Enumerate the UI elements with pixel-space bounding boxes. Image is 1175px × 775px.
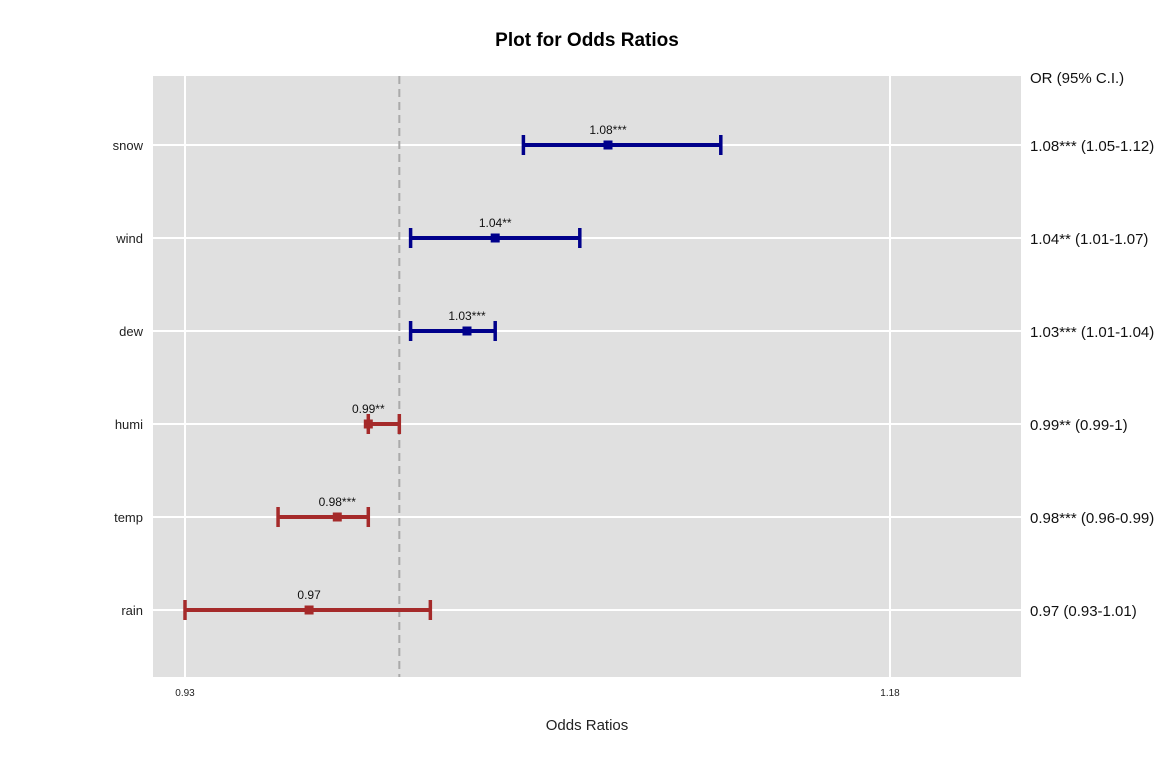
plot-panel <box>153 76 1021 677</box>
ci-text-wind: 1.04** (1.01-1.07) <box>1030 231 1148 248</box>
ci-text-dew: 1.03*** (1.01-1.04) <box>1030 324 1154 341</box>
point-dew <box>462 326 472 336</box>
point-temp <box>332 512 342 522</box>
point-humi <box>363 419 373 429</box>
ci-text-humi: 0.99** (0.99-1) <box>1030 417 1128 434</box>
point-rain <box>304 605 314 615</box>
x-tick-label-1: 1.18 <box>880 688 900 699</box>
vertical-gridlines <box>184 76 891 677</box>
point-wind <box>490 233 500 243</box>
chart-title: Plot for Odds Ratios <box>495 30 679 51</box>
row-label-humi: humi <box>115 417 143 432</box>
data-label-snow: 1.08*** <box>589 123 627 137</box>
x-tick-labels: 0.93 1.18 <box>175 688 900 699</box>
row-label-temp: temp <box>114 510 143 525</box>
point-snow <box>603 140 613 150</box>
data-label-temp: 0.98*** <box>319 495 357 509</box>
ci-text-temp: 0.98*** (0.96-0.99) <box>1030 510 1154 527</box>
x-tick-label-0: 0.93 <box>175 688 195 699</box>
data-label-humi: 0.99** <box>352 402 385 416</box>
x-axis-title: Odds Ratios <box>546 717 629 734</box>
ci-text-labels: 1.08*** (1.05-1.12) 1.04** (1.01-1.07) 1.0… <box>1030 138 1154 620</box>
row-label-snow: snow <box>113 138 144 153</box>
row-labels: snow wind dew humi temp rain <box>113 138 144 618</box>
row-label-wind: wind <box>115 231 143 246</box>
row-label-dew: dew <box>119 324 143 339</box>
right-header: OR (95% C.I.) <box>1030 70 1124 87</box>
ci-text-snow: 1.08*** (1.05-1.12) <box>1030 138 1154 155</box>
data-labels: 1.08*** 1.04** 1.03*** 0.99** 0.98*** 0.97 <box>297 123 627 602</box>
data-label-dew: 1.03*** <box>448 309 486 323</box>
data-label-rain: 0.97 <box>297 588 321 602</box>
point-estimates <box>304 140 613 615</box>
data-label-wind: 1.04** <box>479 216 512 230</box>
ci-text-rain: 0.97 (0.93-1.01) <box>1030 603 1137 620</box>
row-label-rain: rain <box>121 603 143 618</box>
